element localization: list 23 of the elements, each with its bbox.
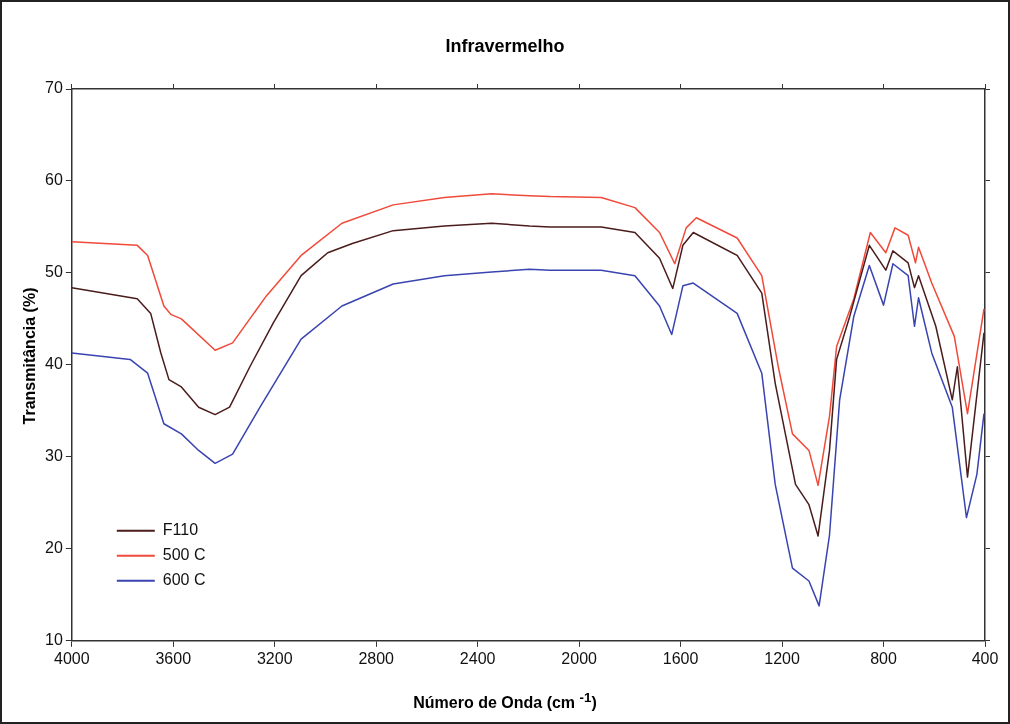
- y-axis-title: Transmitância (%): [21, 286, 39, 427]
- legend-label: 600 C: [162, 571, 206, 589]
- y-tick-label: 60: [45, 171, 63, 189]
- x-tick-label: 4000: [54, 649, 90, 667]
- x-tick-label: 3200: [256, 649, 293, 667]
- y-tick-label: 30: [45, 447, 63, 465]
- y-tick-label: 10: [45, 631, 63, 649]
- x-tick-label: 2400: [459, 649, 496, 667]
- chart-title: Infravermelho: [444, 36, 566, 57]
- y-tick-label: 70: [45, 79, 63, 97]
- x-tick-label: 1600: [662, 649, 699, 667]
- x-tick-label: 2800: [358, 649, 395, 667]
- y-tick-label: 40: [45, 355, 63, 373]
- x-tick-label: 1200: [764, 649, 800, 667]
- legend-label: 500 C: [162, 546, 206, 564]
- x-axis-title: Número de Onda (cm $^{-1}$): [412, 690, 598, 713]
- x-tick-label: 2000: [561, 649, 598, 667]
- legend-label: F110: [162, 521, 199, 539]
- x-tick-label: 800: [870, 649, 897, 667]
- y-tick-label: 50: [45, 263, 63, 281]
- x-tick-label: 3600: [155, 649, 192, 667]
- y-tick-label: 20: [45, 539, 63, 557]
- x-tick-label: 400: [971, 649, 999, 667]
